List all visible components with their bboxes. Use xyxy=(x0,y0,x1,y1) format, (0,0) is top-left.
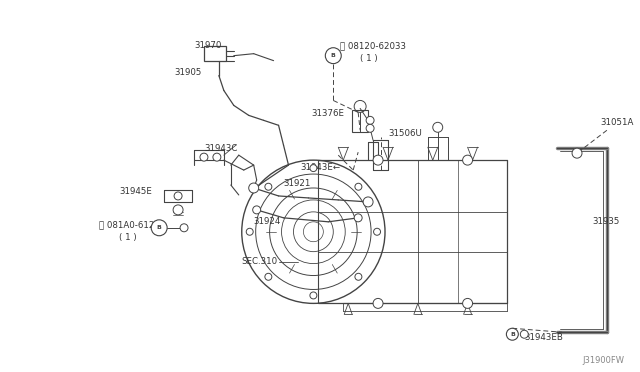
Text: 31943C: 31943C xyxy=(204,144,237,153)
Circle shape xyxy=(253,206,260,214)
Circle shape xyxy=(200,153,208,161)
Text: 31924: 31924 xyxy=(253,217,281,226)
Text: 31943E←: 31943E← xyxy=(300,163,340,171)
Text: ( 1 ): ( 1 ) xyxy=(120,233,137,242)
Text: Ⓑ 08120-62033: Ⓑ 08120-62033 xyxy=(340,41,406,50)
Text: J31900FW: J31900FW xyxy=(583,356,625,365)
Circle shape xyxy=(366,124,374,132)
Text: 31051A: 31051A xyxy=(600,118,633,127)
Circle shape xyxy=(249,183,259,193)
Circle shape xyxy=(246,228,253,235)
Circle shape xyxy=(310,292,317,299)
Text: 31506U: 31506U xyxy=(388,129,422,138)
Circle shape xyxy=(174,192,182,200)
Circle shape xyxy=(373,298,383,308)
Circle shape xyxy=(354,214,362,222)
Circle shape xyxy=(572,148,582,158)
Text: Ⓑ 081A0-6121A: Ⓑ 081A0-6121A xyxy=(99,220,166,229)
Text: B: B xyxy=(510,332,515,337)
Circle shape xyxy=(180,224,188,232)
Circle shape xyxy=(433,122,443,132)
Circle shape xyxy=(366,116,374,124)
Text: 31905: 31905 xyxy=(174,68,202,77)
Circle shape xyxy=(520,330,528,338)
Text: 31945E: 31945E xyxy=(120,187,152,196)
Circle shape xyxy=(373,155,383,165)
Circle shape xyxy=(213,153,221,161)
Circle shape xyxy=(265,273,272,280)
Text: 31943EB: 31943EB xyxy=(524,333,563,342)
Circle shape xyxy=(310,165,317,171)
Text: 31970: 31970 xyxy=(194,41,221,50)
Circle shape xyxy=(506,328,518,340)
Circle shape xyxy=(265,183,272,190)
Circle shape xyxy=(374,228,381,235)
Circle shape xyxy=(355,273,362,280)
Text: ( 1 ): ( 1 ) xyxy=(360,54,378,63)
Circle shape xyxy=(463,298,472,308)
Text: SEC.310: SEC.310 xyxy=(242,257,278,266)
Circle shape xyxy=(463,155,472,165)
Text: B: B xyxy=(157,225,162,230)
Text: 31935: 31935 xyxy=(592,217,620,226)
Text: 31376E: 31376E xyxy=(312,109,344,118)
Text: 31921: 31921 xyxy=(284,179,311,187)
Circle shape xyxy=(173,205,183,215)
Circle shape xyxy=(363,197,373,207)
Circle shape xyxy=(325,48,341,64)
Text: B: B xyxy=(331,53,336,58)
Circle shape xyxy=(151,220,167,236)
Circle shape xyxy=(355,183,362,190)
